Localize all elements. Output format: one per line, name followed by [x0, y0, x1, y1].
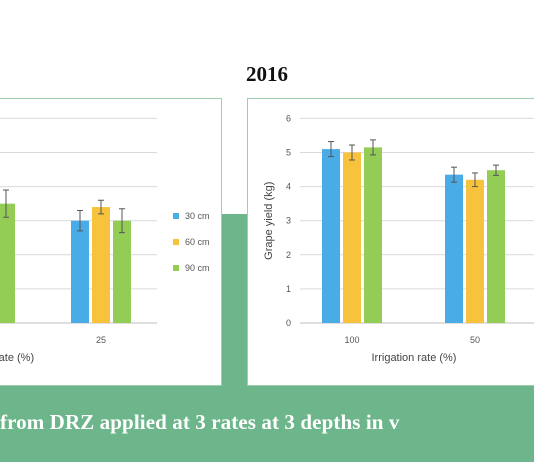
left-chart-panel: 25 rate (%) 30 cm 60 cm 90 cm: [0, 98, 222, 386]
y-tick-label: 3: [286, 216, 291, 226]
right-chart-svg: 0 1 2 3 4 5 6 Grape yield (kg) 100 50 Irrigation r…: [263, 113, 534, 364]
bar: [71, 220, 89, 323]
x-tick-label: 100: [344, 335, 359, 345]
bar: [487, 170, 505, 323]
y-axis-label: Grape yield (kg): [263, 182, 275, 260]
bar: [364, 147, 382, 323]
bar: [343, 152, 361, 323]
legend-label: 90 cm: [185, 263, 210, 273]
bar: [92, 207, 110, 323]
left-chart-svg: 25 rate (%) 30 cm 60 cm 90 cm: [0, 117, 210, 364]
legend-swatch: [173, 265, 179, 271]
x-tick-label: 50: [470, 335, 480, 345]
x-axis-label: rate (%): [0, 352, 34, 364]
bar: [322, 149, 340, 323]
x-tick-label: 25: [96, 335, 106, 345]
bar: [0, 203, 15, 323]
y-tick-label: 2: [286, 250, 291, 260]
figure-caption: from DRZ applied at 3 rates at 3 depths …: [0, 410, 400, 434]
right-chart-panel: 0 1 2 3 4 5 6 Grape yield (kg) 100 50 Irrigation r…: [247, 98, 534, 386]
y-tick-label: 5: [286, 148, 291, 158]
bar: [445, 174, 463, 323]
chart-year-title: 2016: [246, 62, 288, 86]
y-tick-label: 4: [286, 182, 291, 192]
x-axis-label: Irrigation rate (%): [372, 352, 457, 364]
legend-label: 60 cm: [185, 237, 210, 247]
y-tick-label: 1: [286, 284, 291, 294]
y-tick-label: 6: [286, 113, 291, 123]
y-tick-label: 0: [286, 318, 291, 328]
legend-swatch: [173, 213, 179, 219]
legend-swatch: [173, 239, 179, 245]
bar: [466, 179, 484, 323]
bar: [113, 220, 131, 323]
legend-label: 30 cm: [185, 211, 210, 221]
